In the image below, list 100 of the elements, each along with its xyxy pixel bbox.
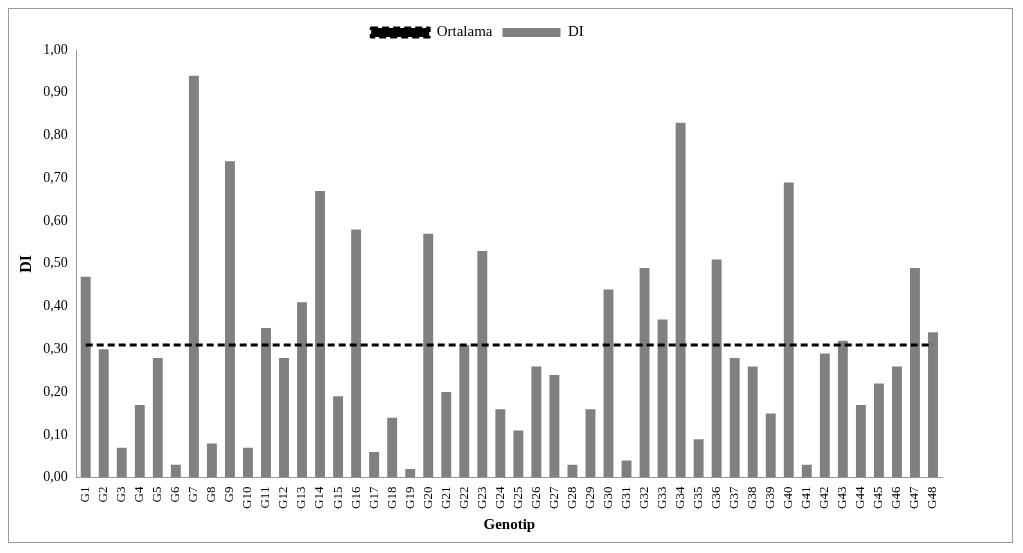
bar — [333, 396, 344, 478]
x-tick-label: G37 — [726, 486, 742, 509]
x-tick-label: G43 — [834, 486, 850, 509]
x-tick-label: G13 — [293, 486, 309, 509]
x-tick-label: G19 — [401, 486, 417, 509]
x-tick-label: G24 — [491, 486, 507, 509]
y-tick-label: 0,50 — [43, 255, 68, 271]
bar — [477, 250, 488, 478]
x-tick-label: G30 — [599, 486, 615, 509]
y-tick-label: 1,00 — [43, 41, 68, 57]
bar — [837, 340, 848, 478]
x-tick-label: G14 — [311, 486, 327, 509]
y-tick-label: 0,70 — [43, 169, 68, 185]
x-tick-label: G32 — [635, 486, 651, 509]
x-tick-label: G40 — [780, 486, 796, 509]
bar — [531, 366, 542, 478]
bar — [855, 404, 866, 478]
x-tick-label: G15 — [329, 486, 345, 509]
bar — [351, 229, 362, 478]
x-tick-label: G48 — [924, 486, 940, 509]
bar — [675, 122, 686, 478]
y-tick-label: 0,10 — [43, 426, 68, 442]
x-tick-label: G31 — [617, 486, 633, 509]
bar — [80, 276, 91, 478]
legend-label: DI — [567, 23, 584, 40]
bar — [657, 319, 668, 478]
x-tick-label: G42 — [816, 486, 832, 509]
x-axis-title: Genotip — [483, 515, 536, 532]
x-tick-label: G41 — [798, 486, 814, 509]
x-tick-label: G10 — [239, 486, 255, 509]
bar — [603, 289, 614, 478]
x-tick-label: G9 — [221, 486, 237, 503]
x-tick-label: G7 — [185, 486, 201, 503]
x-tick-label: G8 — [203, 486, 219, 503]
bar — [891, 366, 902, 478]
x-tick-label: G22 — [455, 486, 471, 509]
bar — [801, 464, 812, 478]
legend-label: Ortalama — [436, 23, 493, 40]
bar — [783, 182, 794, 478]
bar — [513, 430, 524, 478]
x-tick-label: G25 — [509, 486, 525, 509]
x-tick-label: G21 — [437, 486, 453, 509]
y-tick-label: 0,90 — [43, 84, 68, 100]
y-axis-title: DI — [16, 254, 34, 273]
x-tick-label: G28 — [563, 486, 579, 509]
y-tick-label: 0,00 — [43, 469, 68, 485]
bar — [152, 357, 163, 478]
x-tick-label: G12 — [275, 486, 291, 509]
x-tick-label: G29 — [581, 486, 597, 509]
x-tick-label: G5 — [149, 486, 165, 503]
bar — [423, 233, 434, 478]
x-tick-label: G46 — [888, 486, 904, 509]
x-tick-label: G17 — [365, 486, 381, 509]
bar — [747, 366, 758, 478]
x-tick-label: G36 — [708, 486, 724, 509]
x-tick-label: G45 — [870, 486, 886, 509]
y-tick-label: 0,30 — [43, 341, 68, 356]
bar — [873, 383, 884, 478]
x-tick-label: G6 — [167, 486, 183, 503]
bar — [693, 439, 704, 478]
bar — [819, 353, 830, 478]
bar — [910, 268, 920, 478]
bar — [315, 191, 326, 478]
bar — [188, 75, 199, 478]
bar — [585, 409, 596, 478]
bar — [639, 268, 650, 478]
x-tick-label: G33 — [654, 486, 669, 509]
x-tick-label: G27 — [545, 486, 561, 509]
bar — [297, 302, 307, 478]
bar — [134, 404, 145, 478]
y-tick-label: 0,20 — [43, 383, 68, 399]
x-tick-label: G35 — [690, 486, 706, 509]
x-tick-label: G38 — [744, 486, 760, 509]
x-tick-label: G1 — [77, 486, 93, 503]
bar — [261, 327, 271, 478]
bar — [387, 417, 398, 478]
x-tick-label: G23 — [473, 486, 489, 509]
y-tick-label: 0,80 — [43, 127, 68, 143]
x-tick-label: G18 — [383, 486, 399, 509]
x-tick-label: G39 — [762, 486, 778, 509]
x-tick-label: G20 — [419, 486, 435, 509]
bar — [224, 161, 235, 478]
bar — [495, 409, 506, 478]
bar — [567, 464, 578, 478]
bar — [441, 392, 452, 478]
x-tick-label: G3 — [113, 486, 129, 503]
x-tick-label: G2 — [95, 486, 111, 503]
x-tick-label: G44 — [852, 486, 868, 509]
bar — [98, 349, 109, 478]
x-tick-label: G11 — [257, 486, 273, 509]
bar — [170, 464, 181, 478]
bar — [206, 443, 217, 478]
bar — [279, 357, 289, 478]
bar — [116, 447, 127, 478]
x-tick-label: G26 — [527, 486, 543, 509]
bar — [459, 345, 470, 478]
x-tick-label: G34 — [672, 486, 688, 509]
y-tick-label: 0,40 — [43, 298, 68, 314]
bar — [243, 447, 253, 478]
bar — [765, 413, 776, 478]
